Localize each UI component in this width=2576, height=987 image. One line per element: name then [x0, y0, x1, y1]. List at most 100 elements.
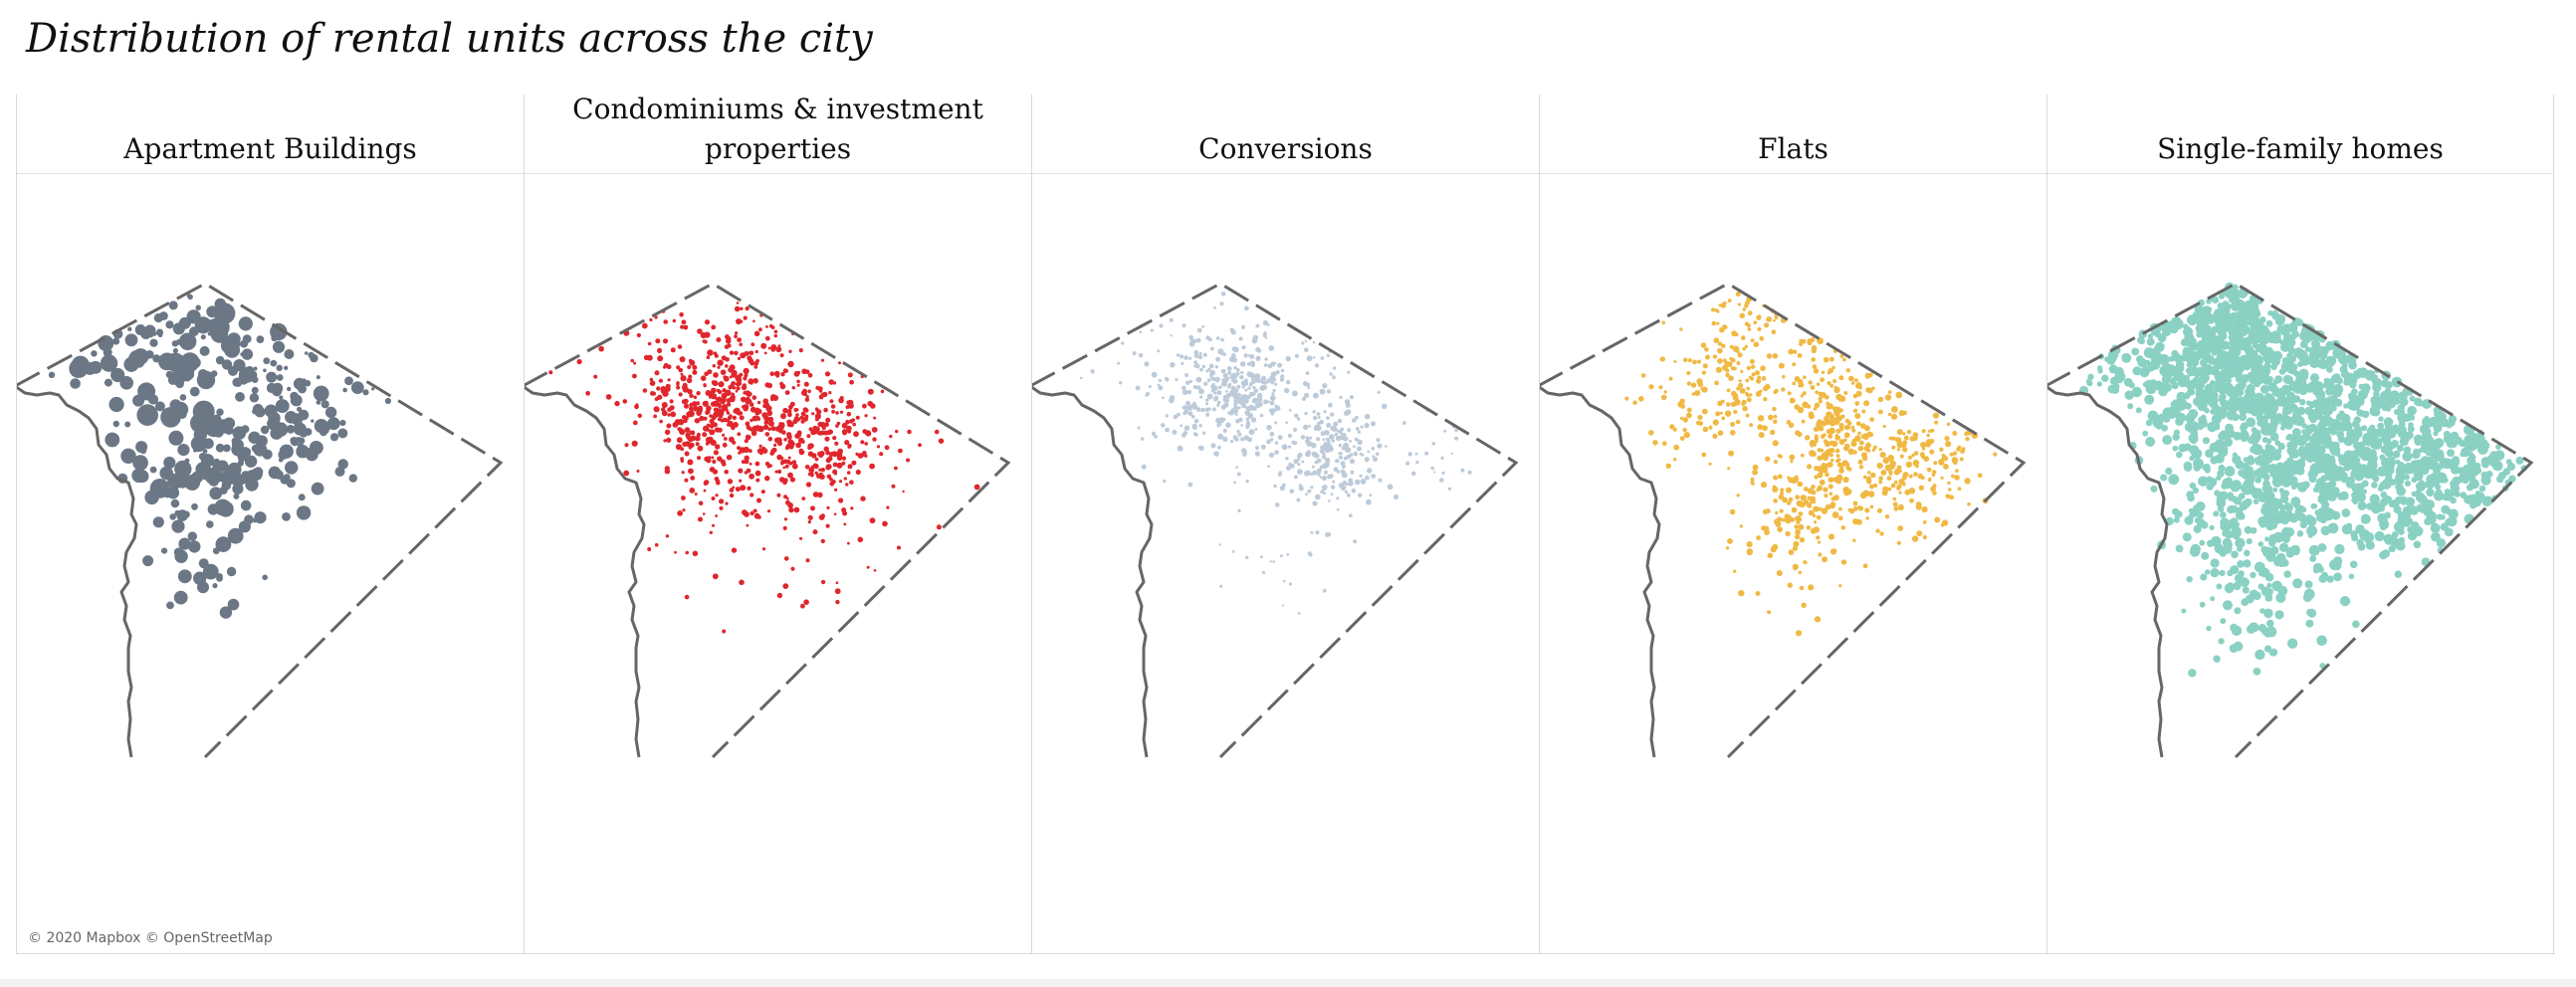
rental-unit-point[interactable]: [1773, 476, 1778, 481]
rental-unit-point[interactable]: [1761, 376, 1767, 381]
rental-unit-point[interactable]: [206, 305, 219, 318]
rental-unit-point[interactable]: [1233, 366, 1237, 370]
rental-unit-point[interactable]: [188, 540, 201, 553]
rental-unit-point[interactable]: [1218, 417, 1225, 423]
rental-unit-point[interactable]: [2111, 386, 2120, 394]
rental-unit-point[interactable]: [1814, 616, 1822, 623]
rental-unit-point[interactable]: [1288, 409, 1292, 412]
rental-unit-point[interactable]: [2319, 422, 2326, 429]
rental-unit-point[interactable]: [209, 487, 223, 500]
rental-unit-point[interactable]: [1813, 526, 1821, 533]
rental-unit-point[interactable]: [2383, 533, 2394, 544]
rental-unit-point[interactable]: [2320, 361, 2328, 369]
rental-unit-point[interactable]: [2220, 399, 2229, 408]
rental-unit-point[interactable]: [1216, 390, 1222, 396]
rental-unit-point[interactable]: [1818, 396, 1823, 401]
rental-unit-point[interactable]: [755, 358, 759, 363]
rental-unit-point[interactable]: [847, 541, 850, 545]
rental-unit-point[interactable]: [876, 445, 881, 449]
rental-unit-point[interactable]: [1245, 555, 1249, 559]
rental-unit-point[interactable]: [807, 389, 811, 394]
rental-unit-point[interactable]: [715, 444, 721, 450]
rental-unit-point[interactable]: [2357, 389, 2368, 400]
rental-unit-point[interactable]: [1355, 415, 1359, 420]
rental-unit-point[interactable]: [1740, 369, 1744, 373]
rental-unit-point[interactable]: [1247, 386, 1251, 390]
rental-unit-point[interactable]: [758, 444, 762, 448]
rental-unit-point[interactable]: [761, 547, 766, 551]
rental-unit-point[interactable]: [2219, 445, 2229, 454]
rental-unit-point[interactable]: [2290, 327, 2297, 334]
rental-unit-point[interactable]: [2235, 537, 2246, 548]
rental-unit-point[interactable]: [1215, 356, 1220, 362]
rental-unit-point[interactable]: [724, 344, 730, 349]
rental-unit-point[interactable]: [1254, 373, 1261, 380]
rental-unit-point[interactable]: [2316, 635, 2327, 647]
rental-unit-point[interactable]: [777, 441, 782, 447]
rental-unit-point[interactable]: [1884, 514, 1890, 519]
rental-unit-point[interactable]: [1735, 292, 1741, 297]
rental-unit-point[interactable]: [1244, 410, 1250, 416]
rental-unit-point[interactable]: [217, 500, 234, 517]
rental-unit-point[interactable]: [1243, 353, 1248, 358]
rental-unit-point[interactable]: [2451, 465, 2461, 475]
rental-unit-point[interactable]: [1729, 508, 1736, 515]
rental-unit-point[interactable]: [796, 379, 800, 384]
rental-unit-point[interactable]: [1138, 352, 1144, 358]
rental-unit-point[interactable]: [186, 294, 192, 298]
rental-unit-point[interactable]: [1241, 403, 1247, 409]
rental-unit-point[interactable]: [860, 495, 866, 501]
rental-unit-point[interactable]: [2263, 608, 2273, 619]
rental-unit-point[interactable]: [2413, 540, 2422, 549]
rental-unit-point[interactable]: [2385, 381, 2393, 389]
rental-unit-point[interactable]: [765, 417, 770, 422]
rental-unit-point[interactable]: [1957, 487, 1962, 492]
rental-unit-point[interactable]: [1698, 421, 1704, 426]
rental-unit-point[interactable]: [334, 467, 345, 477]
rental-unit-point[interactable]: [1828, 356, 1834, 362]
rental-unit-point[interactable]: [177, 444, 190, 457]
rental-unit-point[interactable]: [238, 316, 253, 331]
rental-unit-point[interactable]: [783, 556, 789, 561]
rental-unit-point[interactable]: [1894, 437, 1898, 442]
rental-unit-point[interactable]: [2293, 370, 2301, 378]
rental-unit-point[interactable]: [1220, 352, 1224, 356]
rental-unit-point[interactable]: [1301, 396, 1307, 401]
rental-unit-point[interactable]: [803, 381, 809, 387]
rental-unit-point[interactable]: [767, 436, 773, 442]
rental-unit-point[interactable]: [1744, 344, 1749, 348]
rental-unit-point[interactable]: [1220, 292, 1226, 296]
rental-unit-point[interactable]: [1717, 341, 1723, 346]
rental-unit-point[interactable]: [1739, 387, 1746, 394]
rental-unit-point[interactable]: [1187, 482, 1193, 488]
rental-unit-point[interactable]: [1786, 487, 1792, 494]
rental-unit-point[interactable]: [2229, 504, 2235, 510]
rental-unit-point[interactable]: [862, 429, 868, 434]
rental-unit-point[interactable]: [1773, 460, 1778, 465]
rental-unit-point[interactable]: [684, 594, 690, 600]
rental-unit-point[interactable]: [1788, 348, 1795, 355]
rental-unit-point[interactable]: [1661, 441, 1667, 447]
rental-unit-point[interactable]: [1334, 432, 1339, 437]
rental-unit-point[interactable]: [2428, 422, 2434, 428]
rental-unit-point[interactable]: [1332, 480, 1336, 484]
rental-unit-point[interactable]: [2341, 477, 2348, 484]
rental-unit-point[interactable]: [1328, 402, 1333, 408]
rental-unit-point[interactable]: [635, 403, 639, 407]
rental-unit-point[interactable]: [2286, 433, 2293, 440]
rental-unit-point[interactable]: [774, 426, 781, 432]
rental-unit-point[interactable]: [1321, 477, 1326, 482]
rental-unit-point[interactable]: [136, 404, 158, 426]
rental-unit-point[interactable]: [159, 405, 165, 410]
rental-unit-point[interactable]: [1768, 414, 1774, 421]
rental-unit-point[interactable]: [598, 345, 604, 352]
rental-unit-point[interactable]: [906, 458, 911, 463]
rental-unit-point[interactable]: [770, 448, 776, 454]
rental-unit-point[interactable]: [1725, 372, 1730, 378]
rental-unit-point[interactable]: [697, 328, 703, 334]
rental-unit-point[interactable]: [313, 385, 329, 402]
rental-unit-point[interactable]: [898, 448, 903, 454]
rental-unit-point[interactable]: [692, 364, 698, 370]
rental-unit-point[interactable]: [1165, 427, 1170, 433]
rental-unit-point[interactable]: [2285, 549, 2295, 558]
